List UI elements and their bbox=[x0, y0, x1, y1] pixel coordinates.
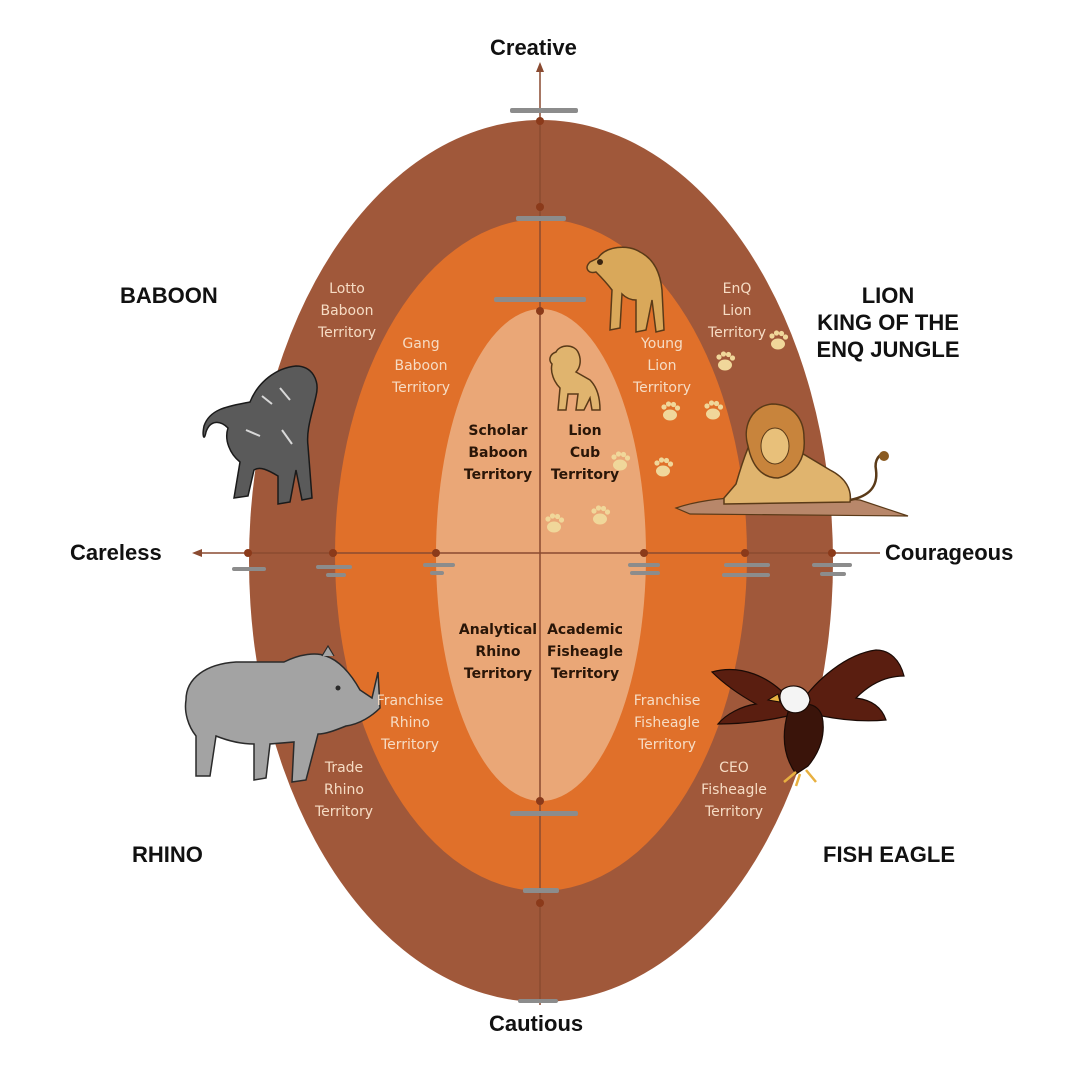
lion-label-line-3: ENQ JUNGLE bbox=[816, 337, 960, 362]
baboon-icon bbox=[202, 365, 318, 505]
territory-scholar-baboon: Scholar Baboon Territory bbox=[463, 423, 533, 483]
lion-cub-icon bbox=[549, 345, 601, 411]
axis-label-left: Careless bbox=[70, 540, 162, 565]
territory-analytical-rhino: Analytical Rhino Territory bbox=[458, 622, 538, 682]
paw-print-icon bbox=[545, 330, 789, 533]
territory-enq-lion: EnQ Lion Territory bbox=[707, 281, 767, 341]
inner-core bbox=[436, 309, 646, 801]
fish-eagle-label: FISH EAGLE bbox=[823, 842, 956, 867]
axis-dots bbox=[244, 117, 836, 907]
territory-lion-cub: Lion Cub Territory bbox=[550, 423, 620, 483]
baboon-label: BABOON bbox=[120, 283, 218, 308]
territory-trade-rhino: Trade Rhino Territory bbox=[314, 760, 374, 820]
lion-label-line-1: LION bbox=[861, 283, 915, 308]
territory-franchise-fisheagle: Franchise Fisheagle Territory bbox=[633, 693, 701, 753]
lion-icon bbox=[674, 403, 909, 517]
axis-arrow-up bbox=[536, 62, 544, 72]
lion-icon bbox=[586, 246, 665, 333]
axis-label-top: Creative bbox=[490, 35, 577, 60]
territory-gang-baboon: Gang Baboon Territory bbox=[391, 336, 451, 396]
territory-ceo-fisheagle: CEO Fisheagle Territory bbox=[701, 760, 767, 820]
axis-label-right: Courageous bbox=[885, 540, 1014, 565]
territory-young-lion: Young Lion Territory bbox=[632, 336, 692, 396]
axis-label-bottom: Cautious bbox=[489, 1011, 584, 1036]
axis-markers bbox=[232, 108, 852, 1003]
rhino-label: RHINO bbox=[132, 842, 203, 867]
axis-arrow-left bbox=[192, 549, 202, 557]
fish-eagle-icon bbox=[710, 649, 905, 787]
lion-label: LION KING OF THE ENQ JUNGLE bbox=[805, 282, 971, 363]
territory-academic-fisheagle: Academic Fisheagle Territory bbox=[547, 622, 623, 682]
territory-franchise-rhino: Franchise Rhino Territory bbox=[376, 693, 444, 753]
territory-lotto-baboon: Lotto Baboon Territory bbox=[317, 281, 377, 341]
lion-label-line-2: KING OF THE bbox=[817, 310, 959, 335]
rhino-icon bbox=[184, 644, 381, 783]
